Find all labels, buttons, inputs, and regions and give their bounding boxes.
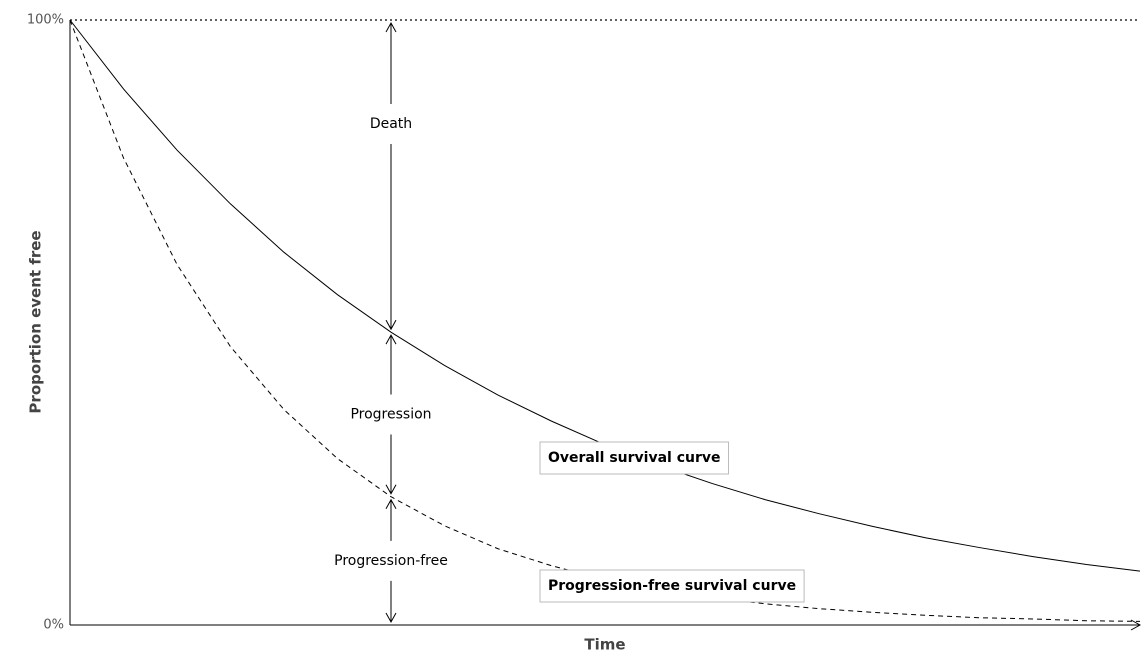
y-tick-label: 100% bbox=[27, 13, 64, 28]
series-label: Progression-free survival curve bbox=[548, 578, 796, 594]
y-axis-label: Proportion event free bbox=[27, 230, 45, 413]
y-tick-label: 0% bbox=[43, 618, 64, 633]
series-label: Overall survival curve bbox=[548, 450, 721, 466]
series-line bbox=[69, 19, 1141, 572]
annotation: Death bbox=[370, 116, 412, 132]
annotation: Progression bbox=[350, 406, 431, 422]
annotation: Progression-free bbox=[334, 553, 448, 569]
series-label-box bbox=[539, 569, 805, 603]
x-axis-label: Time bbox=[584, 636, 625, 654]
series-line bbox=[69, 19, 1141, 622]
series-label-box bbox=[539, 441, 730, 475]
